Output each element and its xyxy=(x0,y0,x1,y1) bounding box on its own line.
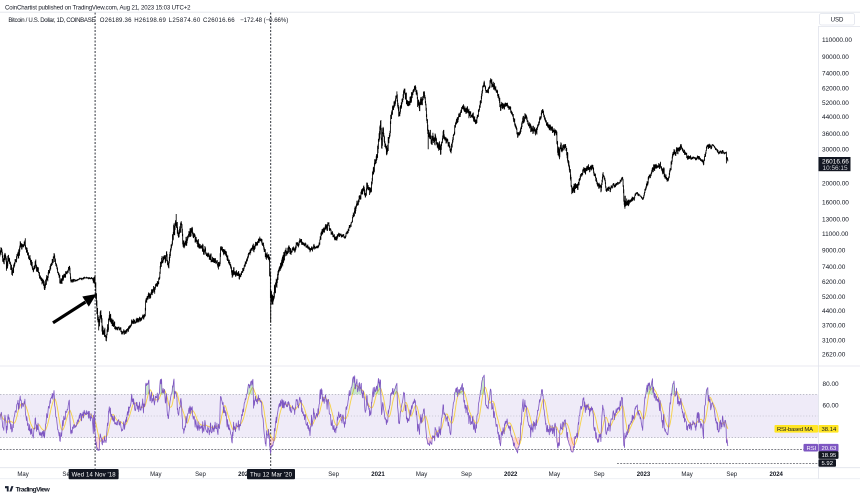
svg-text:7400.00: 7400.00 xyxy=(822,264,846,271)
svg-text:3100.00: 3100.00 xyxy=(822,337,846,344)
svg-text:4400.00: 4400.00 xyxy=(822,308,846,315)
svg-text:May: May xyxy=(681,472,693,478)
svg-text:TradingView: TradingView xyxy=(16,486,51,493)
svg-text:44000.00: 44000.00 xyxy=(822,114,849,121)
svg-text:Thu 12 Mar '20: Thu 12 Mar '20 xyxy=(250,472,293,478)
svg-text:2020: 2020 xyxy=(238,472,252,478)
svg-text:5.92: 5.92 xyxy=(822,461,833,467)
svg-text:80.00: 80.00 xyxy=(823,381,840,388)
svg-text:Bitcoin / U.S. Dollar, 1D, COI: Bitcoin / U.S. Dollar, 1D, COINBASE xyxy=(8,17,95,24)
svg-text:May: May xyxy=(150,472,162,478)
svg-text:74000.00: 74000.00 xyxy=(822,71,849,78)
svg-text:Sep: Sep xyxy=(726,472,737,478)
svg-text:2620.00: 2620.00 xyxy=(822,351,846,358)
svg-text:USD: USD xyxy=(831,17,844,24)
svg-text:11000.00: 11000.00 xyxy=(822,231,849,238)
svg-text:5200.00: 5200.00 xyxy=(822,294,846,301)
svg-text:10:56:15: 10:56:15 xyxy=(823,165,848,172)
svg-text:18.95: 18.95 xyxy=(822,453,837,459)
svg-text:Sep: Sep xyxy=(594,472,605,478)
svg-text:CoinChartist published on Trad: CoinChartist published on TradingView.co… xyxy=(5,5,191,12)
svg-text:60.00: 60.00 xyxy=(823,402,840,409)
svg-text:30000.00: 30000.00 xyxy=(822,146,849,153)
svg-text:16000.00: 16000.00 xyxy=(822,199,849,206)
svg-text:−172.48 (−0.66%): −172.48 (−0.66%) xyxy=(240,17,288,24)
svg-text:90000.00: 90000.00 xyxy=(822,54,849,61)
svg-text:62000.00: 62000.00 xyxy=(822,85,849,92)
svg-text:Sep: Sep xyxy=(195,472,206,478)
svg-text:2021: 2021 xyxy=(371,472,385,478)
svg-text:O26189.36: O26189.36 xyxy=(100,17,132,24)
svg-text:6200.00: 6200.00 xyxy=(822,279,846,286)
svg-text:Sep: Sep xyxy=(62,472,73,478)
svg-text:2024: 2024 xyxy=(769,472,783,478)
svg-text:13000.00: 13000.00 xyxy=(822,217,849,224)
svg-text:38.14: 38.14 xyxy=(822,427,837,433)
svg-text:RSI: RSI xyxy=(807,446,817,452)
svg-text:2022: 2022 xyxy=(504,472,518,478)
svg-text:May: May xyxy=(416,472,428,478)
svg-text:May: May xyxy=(549,472,561,478)
svg-text:3700.00: 3700.00 xyxy=(822,322,846,329)
svg-text:H26198.69: H26198.69 xyxy=(134,17,166,24)
svg-text:20000.00: 20000.00 xyxy=(822,181,849,188)
svg-text:Wed 14 Nov '18: Wed 14 Nov '18 xyxy=(72,472,117,478)
svg-text:Sep: Sep xyxy=(461,472,472,478)
svg-text:110000.00: 110000.00 xyxy=(822,37,852,44)
svg-text:RSI-based MA: RSI-based MA xyxy=(777,427,813,433)
svg-text:C26016.66: C26016.66 xyxy=(203,17,235,24)
svg-text:26016.66: 26016.66 xyxy=(822,158,849,165)
svg-text:36000.00: 36000.00 xyxy=(822,131,849,138)
svg-text:20.63: 20.63 xyxy=(822,446,837,452)
svg-text:Sep: Sep xyxy=(328,472,339,478)
svg-text:9000.00: 9000.00 xyxy=(822,248,846,255)
svg-text:2023: 2023 xyxy=(637,472,651,478)
svg-text:May: May xyxy=(17,472,29,478)
svg-text:52000.00: 52000.00 xyxy=(822,100,849,107)
svg-text:L25874.60: L25874.60 xyxy=(169,17,201,24)
